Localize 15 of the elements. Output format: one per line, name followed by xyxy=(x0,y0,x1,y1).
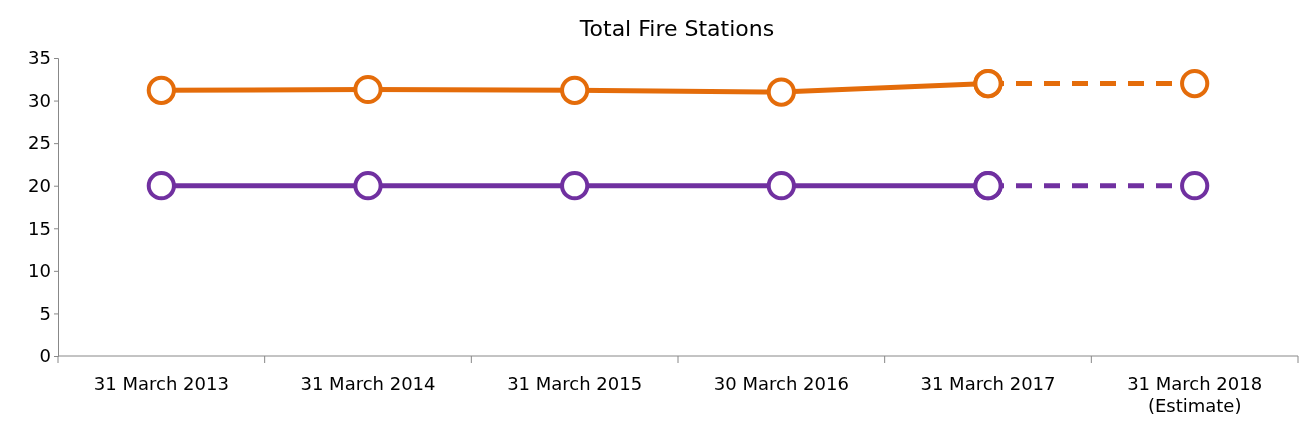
x-tick-label: 31 March 2017 xyxy=(920,373,1056,394)
chart-title: Total Fire Stations xyxy=(578,16,775,41)
y-tick-label: 15 xyxy=(28,217,51,239)
y-tick-label: 30 xyxy=(28,89,51,111)
y-tick-label: 20 xyxy=(28,174,51,196)
x-tick-label: 31 March 2013 xyxy=(93,373,229,394)
y-tick-label: 35 xyxy=(28,47,51,69)
x-tick-label: 31 March 2018 (Estimate) xyxy=(1127,373,1263,416)
x-tick-label: 30 March 2016 xyxy=(713,373,849,394)
x-tick-label: 31 March 2015 xyxy=(507,373,643,394)
x-tick-label: 31 March 2014 xyxy=(300,373,436,394)
y-tick-label: 10 xyxy=(28,260,51,282)
y-tick-label: 0 xyxy=(39,345,51,367)
y-tick-label: 5 xyxy=(39,302,51,324)
y-tick-label: 25 xyxy=(28,132,51,154)
